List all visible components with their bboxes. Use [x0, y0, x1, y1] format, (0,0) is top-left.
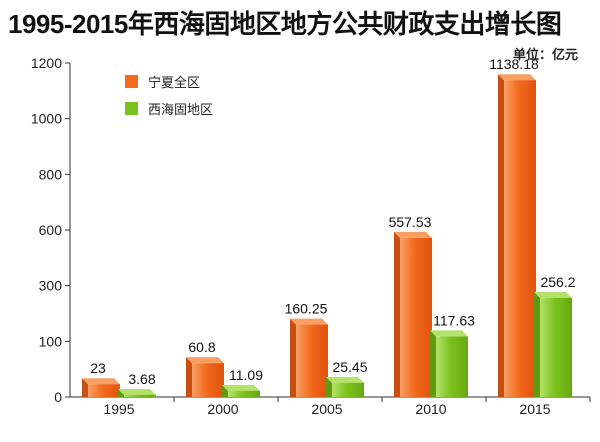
bar-front-face	[124, 394, 156, 397]
data-label: 3.68	[128, 371, 155, 387]
x-category-label: 2015	[519, 401, 550, 417]
bar-front-face	[540, 297, 572, 397]
data-label: 25.45	[332, 359, 367, 375]
bar-front-face	[296, 324, 328, 397]
bar-side-face	[430, 330, 436, 397]
bar-side-face	[186, 357, 192, 397]
bar-top-face	[118, 388, 156, 395]
bar-top-face	[498, 74, 536, 81]
y-tick-label: 1000	[31, 111, 62, 127]
bar-ningxia-2005	[290, 318, 328, 397]
bar-top-face	[534, 291, 572, 298]
bar-top-face	[326, 376, 364, 383]
legend-swatch	[125, 75, 138, 88]
bar-xihaigu-2000	[222, 384, 260, 397]
bar-side-face	[118, 388, 124, 397]
x-category-label: 1995	[103, 401, 134, 417]
data-label: 23	[90, 360, 106, 376]
data-label: 160.25	[285, 301, 328, 317]
bar-front-face	[228, 390, 260, 397]
bar-top-face	[82, 378, 120, 385]
x-category-label: 2010	[415, 401, 446, 417]
data-label: 1138.18	[489, 56, 539, 72]
y-tick-label: 300	[39, 278, 63, 294]
bar-xihaigu-2010	[430, 330, 468, 397]
x-category-label: 2000	[207, 401, 238, 417]
bar-side-face	[534, 291, 540, 397]
legend-label: 西海固地区	[148, 102, 213, 117]
bar-front-face	[504, 80, 536, 397]
bar-side-face	[498, 74, 504, 397]
bar-top-face	[430, 330, 468, 337]
bar-front-face	[88, 384, 120, 397]
unit-label: 单位：亿元	[512, 47, 578, 62]
bar-side-face	[222, 384, 228, 397]
bar-front-face	[332, 382, 364, 397]
bar-top-face	[186, 357, 224, 364]
bar-side-face	[326, 376, 332, 397]
bar-front-face	[192, 363, 224, 397]
legend-swatch	[125, 102, 138, 115]
bar-xihaigu-2015	[534, 291, 572, 397]
bar-top-face	[290, 318, 328, 325]
y-tick-label: 100	[39, 333, 63, 349]
data-label: 60.8	[188, 339, 215, 355]
bar-xihaigu-2005	[326, 376, 364, 397]
bar-side-face	[290, 318, 296, 397]
data-label: 117.63	[433, 312, 475, 328]
bar-front-face	[400, 237, 432, 397]
bar-side-face	[394, 231, 400, 397]
data-label: 557.53	[389, 214, 432, 230]
bar-ningxia-2015	[498, 74, 536, 397]
bar-top-face	[394, 231, 432, 238]
bar-ningxia-1995	[82, 378, 120, 397]
legend-label: 宁夏全区	[148, 75, 200, 90]
bar-ningxia-2000	[186, 357, 224, 397]
data-label: 11.09	[229, 367, 263, 383]
y-tick-label: 800	[39, 166, 63, 182]
bar-xihaigu-1995	[118, 388, 156, 397]
y-tick-label: 0	[54, 389, 62, 405]
data-label: 256.2	[540, 274, 575, 290]
y-tick-label: 600	[39, 222, 63, 238]
x-category-label: 2005	[311, 401, 342, 417]
bar-ningxia-2010	[394, 231, 432, 397]
y-tick-label: 1200	[31, 55, 62, 71]
chart-title: 1995-2015年西海固地区地方公共财政支出增长图	[8, 9, 562, 39]
bar-top-face	[222, 384, 260, 391]
bar-side-face	[82, 378, 88, 397]
bar-front-face	[436, 336, 468, 397]
